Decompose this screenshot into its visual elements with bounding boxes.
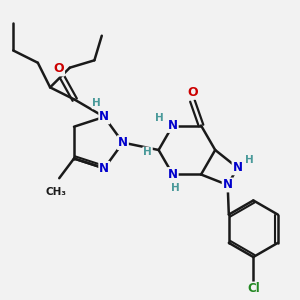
Text: N: N [168,119,178,132]
Text: O: O [187,86,198,99]
Text: H: H [245,155,254,165]
Text: H: H [92,98,101,108]
Text: O: O [53,62,64,75]
Text: H: H [143,148,152,158]
Text: CH₃: CH₃ [45,187,66,197]
Text: H: H [155,113,164,123]
Text: N: N [99,162,109,175]
Text: H: H [171,183,180,193]
Text: N: N [168,168,178,181]
Text: N: N [223,178,233,191]
Text: Cl: Cl [247,283,260,296]
Text: N: N [118,136,128,149]
Text: N: N [232,161,243,174]
Text: N: N [99,110,109,123]
